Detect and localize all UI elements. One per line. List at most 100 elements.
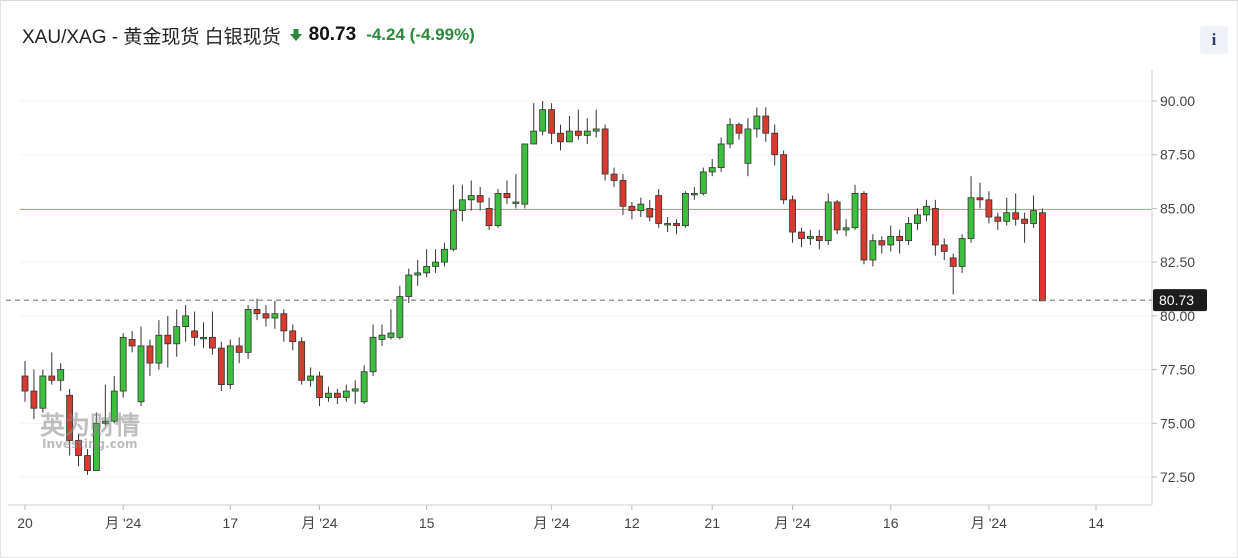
candle	[860, 191, 868, 265]
candle	[1012, 193, 1020, 226]
candle-body	[592, 128, 600, 132]
y-tick-label: 72.50	[1160, 469, 1195, 485]
candle-body	[1039, 212, 1046, 302]
candle-body	[378, 334, 386, 340]
candle-body	[833, 201, 841, 231]
candle	[396, 285, 404, 340]
candle-body	[753, 115, 761, 130]
candle-body	[441, 248, 448, 263]
x-tick-label: 月 '24	[534, 515, 570, 531]
candle	[1030, 195, 1037, 228]
candle-body	[744, 128, 752, 164]
candle-body	[878, 240, 886, 246]
candle	[842, 219, 850, 237]
candle	[887, 225, 895, 252]
candle	[369, 324, 377, 377]
candle	[896, 229, 904, 254]
candle	[182, 305, 190, 342]
candle	[503, 180, 511, 205]
candle-body	[262, 313, 270, 319]
candle-body	[815, 235, 823, 242]
candle-body	[673, 223, 680, 227]
candle-body	[173, 326, 181, 345]
candle-body	[101, 420, 109, 424]
candle	[342, 384, 350, 402]
candle	[289, 324, 297, 351]
candle	[592, 109, 600, 138]
candle-body	[253, 309, 261, 315]
candle-body	[807, 235, 814, 239]
y-tick-label: 77.50	[1160, 362, 1195, 378]
candle-body	[735, 124, 743, 134]
candle	[673, 219, 680, 235]
y-tick-label: 80.00	[1160, 308, 1195, 324]
candle-body	[958, 238, 966, 267]
candle	[753, 107, 761, 138]
candle-body	[360, 371, 368, 403]
candle-body	[75, 440, 82, 456]
candle-body	[226, 345, 234, 386]
x-tick-label: 月 '24	[971, 515, 1007, 531]
candle	[940, 238, 948, 260]
candle	[655, 189, 663, 228]
candle	[173, 309, 181, 357]
candle-body	[923, 205, 930, 216]
x-tick-label: 21	[704, 515, 720, 531]
candle-body	[521, 143, 529, 205]
x-tick-label: 月 '24	[105, 515, 141, 531]
candle	[209, 311, 216, 355]
candle	[985, 191, 993, 224]
candle-body	[771, 132, 779, 156]
candle	[244, 305, 252, 359]
candle-body	[396, 296, 404, 338]
candle-body	[664, 223, 671, 226]
candle-body	[690, 192, 698, 196]
info-button[interactable]: i	[1200, 26, 1228, 54]
candle	[307, 367, 315, 387]
candle	[262, 305, 270, 327]
candle-body	[432, 261, 439, 267]
candle-body	[280, 313, 288, 332]
candle-body	[66, 394, 74, 441]
candle	[164, 315, 172, 368]
x-axis: 20 月 '24 17 月 '24 15 月 '24 12 21 月 '24 16 月 '24 14	[8, 504, 1152, 531]
candle	[690, 186, 698, 200]
candle-body	[574, 130, 582, 136]
candle-body	[307, 375, 315, 381]
x-tick-label: 17	[222, 515, 238, 531]
x-tick-label: 月 '24	[774, 515, 810, 531]
candle	[664, 217, 671, 233]
y-tick-label: 82.50	[1160, 254, 1195, 270]
candle	[494, 189, 502, 228]
candle-body	[798, 231, 805, 239]
candle-body	[128, 339, 136, 347]
candle-body	[869, 240, 877, 261]
arrow-down-icon	[289, 29, 302, 41]
candle-body	[601, 128, 609, 175]
candle	[48, 352, 56, 385]
candle	[280, 309, 288, 342]
candle-body	[976, 197, 984, 201]
candle	[21, 360, 29, 402]
candle	[235, 337, 243, 364]
watermark-brand: 英为财情	[40, 411, 140, 440]
candle	[119, 333, 127, 398]
candle	[958, 234, 966, 273]
candle	[110, 376, 118, 424]
candle	[833, 199, 841, 235]
candle-body	[940, 244, 948, 252]
candle	[146, 339, 154, 377]
candle	[1021, 212, 1028, 243]
candle	[200, 322, 207, 349]
candle-body	[530, 130, 538, 145]
candle-body	[896, 235, 904, 242]
candle	[66, 388, 74, 456]
candle	[717, 137, 725, 172]
candle	[253, 298, 261, 321]
candle-body	[387, 332, 395, 338]
candle-body	[164, 334, 172, 345]
candle-body	[467, 195, 475, 201]
candle-body	[628, 205, 636, 211]
last-price-line: 80.73	[6, 289, 1207, 312]
candle	[75, 434, 82, 467]
